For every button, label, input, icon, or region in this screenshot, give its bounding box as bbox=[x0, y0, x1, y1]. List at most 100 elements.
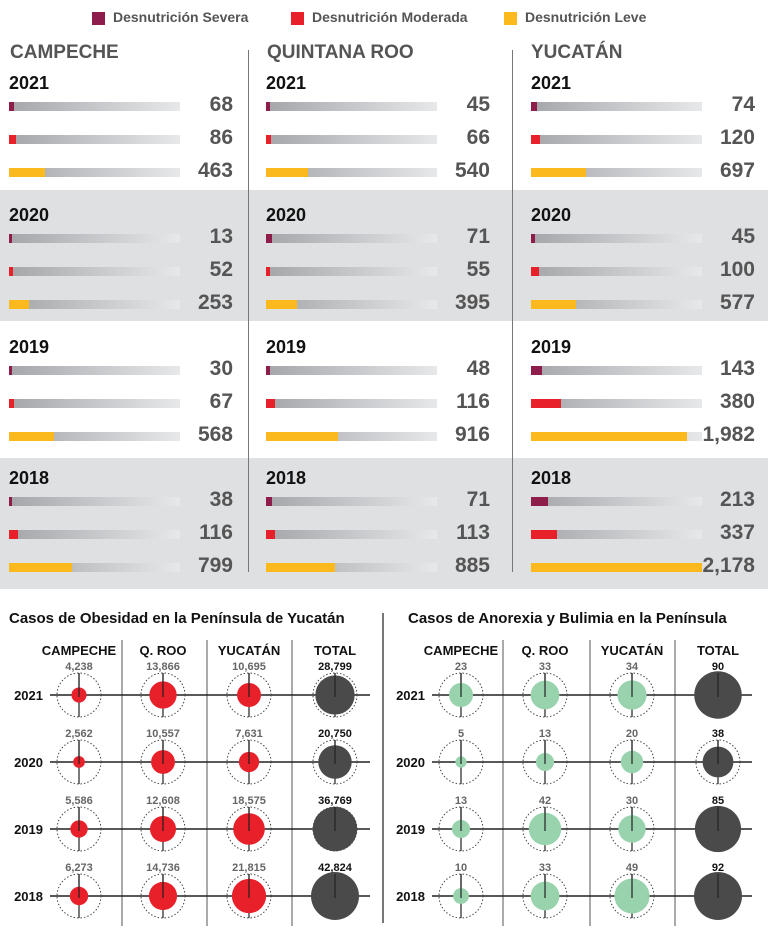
bar-value: 55 bbox=[466, 258, 490, 281]
bar-value: 2,178 bbox=[702, 554, 755, 577]
anorexia-bubble-value: 13 bbox=[539, 728, 551, 740]
obesity-bubble-guide bbox=[56, 873, 102, 919]
bar-value: 48 bbox=[466, 357, 490, 380]
bar-value: 799 bbox=[197, 554, 233, 577]
obesity-bubble-guide bbox=[226, 672, 272, 718]
bar-track bbox=[9, 168, 180, 177]
obesity-bubble-guide bbox=[226, 739, 272, 785]
legend-swatch-mild bbox=[504, 12, 517, 25]
anorexia-bubble-guide bbox=[522, 806, 568, 852]
bar-track bbox=[531, 234, 702, 243]
anorexia-bubble-guide bbox=[609, 672, 655, 718]
bar-value: 885 bbox=[454, 554, 490, 577]
bar-value: 577 bbox=[719, 291, 755, 314]
year-label: 2020 bbox=[9, 205, 50, 225]
obesity-bubble-value: 2,562 bbox=[65, 728, 93, 740]
year-label: 2021 bbox=[9, 73, 50, 93]
obesity-bubble-guide bbox=[140, 739, 186, 785]
bar-value: 71 bbox=[466, 488, 490, 511]
obesity-row-year: 2019 bbox=[14, 822, 43, 837]
anorexia-bubble-value: 34 bbox=[626, 661, 639, 673]
bar-track bbox=[9, 102, 180, 111]
anorexia-bubble-guide bbox=[522, 739, 568, 785]
anorexia-row-year: 2021 bbox=[396, 688, 425, 703]
obesity-bubble-guide bbox=[56, 739, 102, 785]
legend-label-mild: Desnutrición Leve bbox=[525, 9, 647, 25]
bar-mild bbox=[266, 432, 338, 441]
anorexia-bubble-value: 5 bbox=[458, 728, 464, 740]
bar-value: 540 bbox=[454, 159, 490, 182]
bar-track bbox=[9, 234, 180, 243]
obesity-row-year: 2018 bbox=[14, 889, 43, 904]
bar-value: 66 bbox=[466, 126, 490, 149]
bar-value: 120 bbox=[719, 126, 755, 149]
bar-severe bbox=[266, 366, 270, 375]
bar-value: 337 bbox=[719, 521, 755, 544]
bar-mild bbox=[531, 168, 586, 177]
anorexia-bubble-value: 90 bbox=[712, 661, 724, 673]
bar-moderate bbox=[531, 267, 539, 276]
bar-moderate bbox=[9, 530, 18, 539]
year-label: 2021 bbox=[531, 73, 572, 93]
year-label: 2018 bbox=[531, 468, 572, 488]
legend-swatch-moderate bbox=[291, 12, 304, 25]
bar-track bbox=[531, 168, 702, 177]
bar-value: 116 bbox=[456, 390, 490, 413]
obesity-bubble-value: 42,824 bbox=[318, 862, 353, 874]
obesity-row-year: 2021 bbox=[14, 688, 43, 703]
bar-track bbox=[9, 497, 180, 506]
bar-value: 71 bbox=[466, 225, 490, 248]
bar-value: 1,982 bbox=[702, 423, 755, 446]
bar-severe bbox=[266, 497, 272, 506]
bar-moderate bbox=[266, 530, 275, 539]
obesity-bubble-value: 5,586 bbox=[65, 795, 93, 807]
bar-track bbox=[266, 300, 437, 309]
bar-value: 45 bbox=[731, 225, 755, 248]
bar-track bbox=[266, 135, 437, 144]
bar-value: 68 bbox=[209, 93, 233, 116]
anorexia-bubble-value: 49 bbox=[626, 862, 638, 874]
obesity-column-header: Q. ROO bbox=[140, 643, 187, 658]
divider-left bbox=[248, 50, 249, 572]
anorexia-bubble-guide bbox=[438, 873, 484, 919]
bar-track bbox=[531, 135, 702, 144]
bar-track bbox=[531, 102, 702, 111]
obesity-bubble-value: 12,608 bbox=[146, 795, 180, 807]
bar-track bbox=[531, 366, 702, 375]
obesity-bubble-value: 7,631 bbox=[235, 728, 263, 740]
bubble-charts: CAMPECHE Q. ROO YUCATÁN TOTAL 2021 4,238 13,86… bbox=[14, 640, 752, 926]
bar-severe bbox=[9, 497, 12, 506]
obesity-column-header: TOTAL bbox=[314, 643, 356, 658]
bar-mild bbox=[266, 300, 297, 309]
state-title-quintana-roo: QUINTANA ROO bbox=[267, 42, 414, 63]
bar-value: 74 bbox=[731, 93, 755, 116]
bar-value: 113 bbox=[456, 521, 490, 544]
obesity-bubble-value: 20,750 bbox=[318, 728, 352, 740]
year-label: 2020 bbox=[266, 205, 307, 225]
bar-value: 213 bbox=[719, 488, 755, 511]
bar-track bbox=[266, 366, 437, 375]
bar-severe bbox=[9, 234, 12, 243]
anorexia-bubble-value: 10 bbox=[455, 862, 467, 874]
year-label: 2019 bbox=[266, 337, 307, 357]
bar-track bbox=[266, 102, 437, 111]
obesity-bubble-value: 14,736 bbox=[146, 862, 180, 874]
anorexia-bubble-value: 42 bbox=[539, 795, 551, 807]
obesity-column-header: CAMPECHE bbox=[42, 643, 117, 658]
bar-track bbox=[266, 563, 437, 572]
bar-moderate bbox=[9, 135, 16, 144]
bar-value: 463 bbox=[197, 159, 233, 182]
bar-track bbox=[9, 399, 180, 408]
obesity-bubble-guide bbox=[140, 873, 186, 919]
bar-mild bbox=[531, 300, 576, 309]
bar-value: 100 bbox=[719, 258, 755, 281]
anorexia-bubble-guide bbox=[438, 672, 484, 718]
anorexia-chart-title: Casos de Anorexia y Bulimia en la Peníns… bbox=[408, 610, 727, 627]
bar-mild bbox=[266, 563, 335, 572]
obesity-bubble-value: 18,575 bbox=[232, 795, 266, 807]
bar-severe bbox=[531, 497, 548, 506]
bar-track bbox=[9, 366, 180, 375]
bar-track bbox=[266, 399, 437, 408]
obesity-bubble-value: 21,815 bbox=[232, 862, 266, 874]
bar-moderate bbox=[9, 267, 13, 276]
